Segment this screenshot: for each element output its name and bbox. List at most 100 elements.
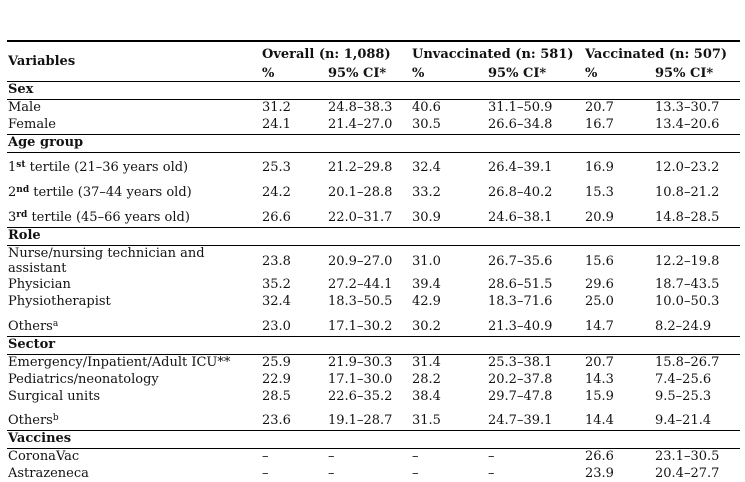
value-cell: – — [412, 466, 419, 481]
value-cell: 30.5 — [412, 116, 441, 132]
value-cell: 24.7–39.1 — [488, 413, 553, 428]
value-cell: 23.6 — [262, 413, 291, 428]
row-label: Female — [8, 116, 56, 132]
value-cell: 31.0 — [412, 253, 441, 269]
section-label: Sector — [7, 335, 741, 355]
value-cell: 40.6 — [412, 99, 441, 115]
value-cell: – — [328, 449, 335, 464]
value-cell: 29.6 — [585, 277, 614, 292]
value-cell: 16.7 — [585, 116, 614, 132]
value-cell: 21.4–27.0 — [328, 116, 393, 132]
table-row: CoronaVac – – – – 26.6 23.1–30.5 — [7, 449, 740, 467]
group-header-unvaccinated: Unvaccinated (n: 581) — [412, 47, 574, 62]
header-row-sub: % 95% CI* % 95% CI* % 95% CI* — [7, 62, 740, 81]
value-cell: 15.9 — [585, 388, 614, 404]
section-header-row: Role — [7, 226, 741, 246]
value-cell: 7.4–25.6 — [655, 371, 712, 387]
results-table: Variables Overall (n: 1,088) Unvaccinate… — [7, 40, 741, 482]
row-label: Physiotherapist — [8, 294, 111, 309]
value-cell: 33.2 — [412, 185, 441, 200]
value-cell: 31.2 — [262, 99, 291, 115]
value-cell: 20.7 — [585, 354, 614, 370]
row-label: Astrazeneca — [8, 466, 89, 481]
value-cell: – — [262, 449, 269, 464]
value-cell: 14.7 — [585, 318, 614, 334]
table-row: Physiotherapist 32.4 18.3–50.5 42.9 18.3–71.… — [7, 294, 740, 311]
row-label: Othersb — [8, 413, 59, 428]
table-row: Pediatrics/neonatology 22.9 17.1–30.0 28.2 2… — [7, 372, 740, 389]
group-header-vaccinated: Vaccinated (n: 507) — [585, 47, 728, 62]
table-body: Sex Male 31.2 24.8–38.3 40.6 31.1–50.9 20.7 13.… — [7, 80, 741, 482]
value-cell: 23.1–30.5 — [655, 449, 720, 464]
table-row: Female 24.1 21.4–27.0 30.5 26.6–34.8 16.7 13.4… — [7, 117, 740, 135]
table-row: Surgical units 28.5 22.6–35.2 38.4 29.7–47.8… — [7, 389, 740, 406]
section-label: Vaccines — [7, 430, 741, 449]
value-cell: 32.4 — [262, 294, 291, 309]
value-cell: 17.1–30.0 — [328, 371, 393, 387]
value-cell: 26.7–35.6 — [488, 253, 553, 269]
table-row: Emergency/Inpatient/Adult ICU** 25.9 21.9–… — [7, 354, 740, 372]
value-cell: 23.8 — [262, 253, 291, 269]
value-cell: 9.5–25.3 — [655, 388, 712, 404]
table-header: Variables Overall (n: 1,088) Unvaccinate… — [7, 41, 740, 81]
label-superscript: b — [52, 413, 59, 423]
row-label: 2nd tertile (37–44 years old) — [8, 185, 192, 200]
row-label: CoronaVac — [8, 449, 80, 464]
value-cell: 32.4 — [412, 160, 441, 175]
section-label: Role — [7, 226, 741, 246]
value-cell: 9.4–21.4 — [655, 413, 712, 428]
header-row-groups: Variables Overall (n: 1,088) Unvaccinate… — [7, 41, 740, 69]
value-cell: 28.6–51.5 — [488, 277, 553, 292]
section-label: Age group — [7, 133, 741, 153]
row-label: Othersa — [8, 318, 59, 334]
table-row: 2nd tertile (37–44 years old) 24.2 20.1–28… — [7, 177, 740, 202]
value-cell: 24.8–38.3 — [328, 99, 393, 115]
value-cell: 20.4–27.7 — [655, 466, 720, 481]
value-cell: 25.0 — [585, 294, 614, 309]
value-cell: 30.9 — [412, 209, 441, 225]
value-cell: 31.5 — [412, 413, 441, 428]
table-row: 1st tertile (21–36 years old) 25.3 21.2–29… — [7, 152, 740, 177]
value-cell: 25.3–38.1 — [488, 354, 553, 370]
value-cell: 38.4 — [412, 388, 441, 404]
subheader-overall-ci: 95% CI* — [328, 65, 387, 81]
value-cell: 20.1–28.8 — [328, 185, 393, 200]
value-cell: 28.2 — [412, 371, 441, 387]
value-cell: 12.2–19.8 — [655, 253, 720, 269]
value-cell: – — [488, 449, 495, 464]
value-cell: 15.6 — [585, 253, 614, 269]
value-cell: 24.2 — [262, 185, 291, 200]
section-label: Sex — [7, 80, 741, 100]
value-cell: 23.9 — [585, 466, 614, 481]
table-row: Male 31.2 24.8–38.3 40.6 31.1–50.9 20.7 13.3–3… — [7, 99, 740, 117]
value-cell: 23.0 — [262, 318, 291, 334]
value-cell: 24.6–38.1 — [488, 209, 553, 225]
value-cell: – — [412, 449, 419, 464]
row-label: 3rd tertile (45–66 years old) — [8, 209, 190, 225]
value-cell: 13.3–30.7 — [655, 99, 720, 115]
value-cell: 30.2 — [412, 318, 441, 334]
table-row: Nurse/nursing technician and assistant 23.… — [7, 245, 740, 277]
section-header-row: Vaccines — [7, 430, 741, 449]
row-label: Nurse/nursing technician and assistant — [8, 246, 205, 277]
label-superscript: rd — [16, 209, 28, 220]
value-cell: 31.4 — [412, 354, 441, 370]
table-row: Othersb 23.6 19.1–28.7 31.5 24.7–39.1 14.4 9.4… — [7, 406, 740, 431]
value-cell: 22.9 — [262, 371, 291, 387]
table-row: Physician 35.2 27.2–44.1 39.4 28.6–51.5 29.6 1… — [7, 277, 740, 294]
value-cell: 17.1–30.2 — [328, 318, 393, 334]
value-cell: – — [262, 466, 269, 481]
table-row: Othersa 23.0 17.1–30.2 30.2 21.3–40.9 14.7 8.2… — [7, 311, 740, 336]
value-cell: 13.4–20.6 — [655, 116, 720, 132]
value-cell: 18.3–50.5 — [328, 294, 393, 309]
table-row: 3rd tertile (45–66 years old) 26.6 22.0–31… — [7, 202, 740, 227]
value-cell: 31.1–50.9 — [488, 99, 553, 115]
value-cell: – — [328, 466, 335, 481]
value-cell: 21.3–40.9 — [488, 318, 553, 334]
value-cell: – — [488, 466, 495, 481]
value-cell: 39.4 — [412, 277, 441, 292]
value-cell: 26.8–40.2 — [488, 185, 553, 200]
label-superscript: st — [16, 160, 26, 170]
value-cell: 14.4 — [585, 413, 614, 428]
